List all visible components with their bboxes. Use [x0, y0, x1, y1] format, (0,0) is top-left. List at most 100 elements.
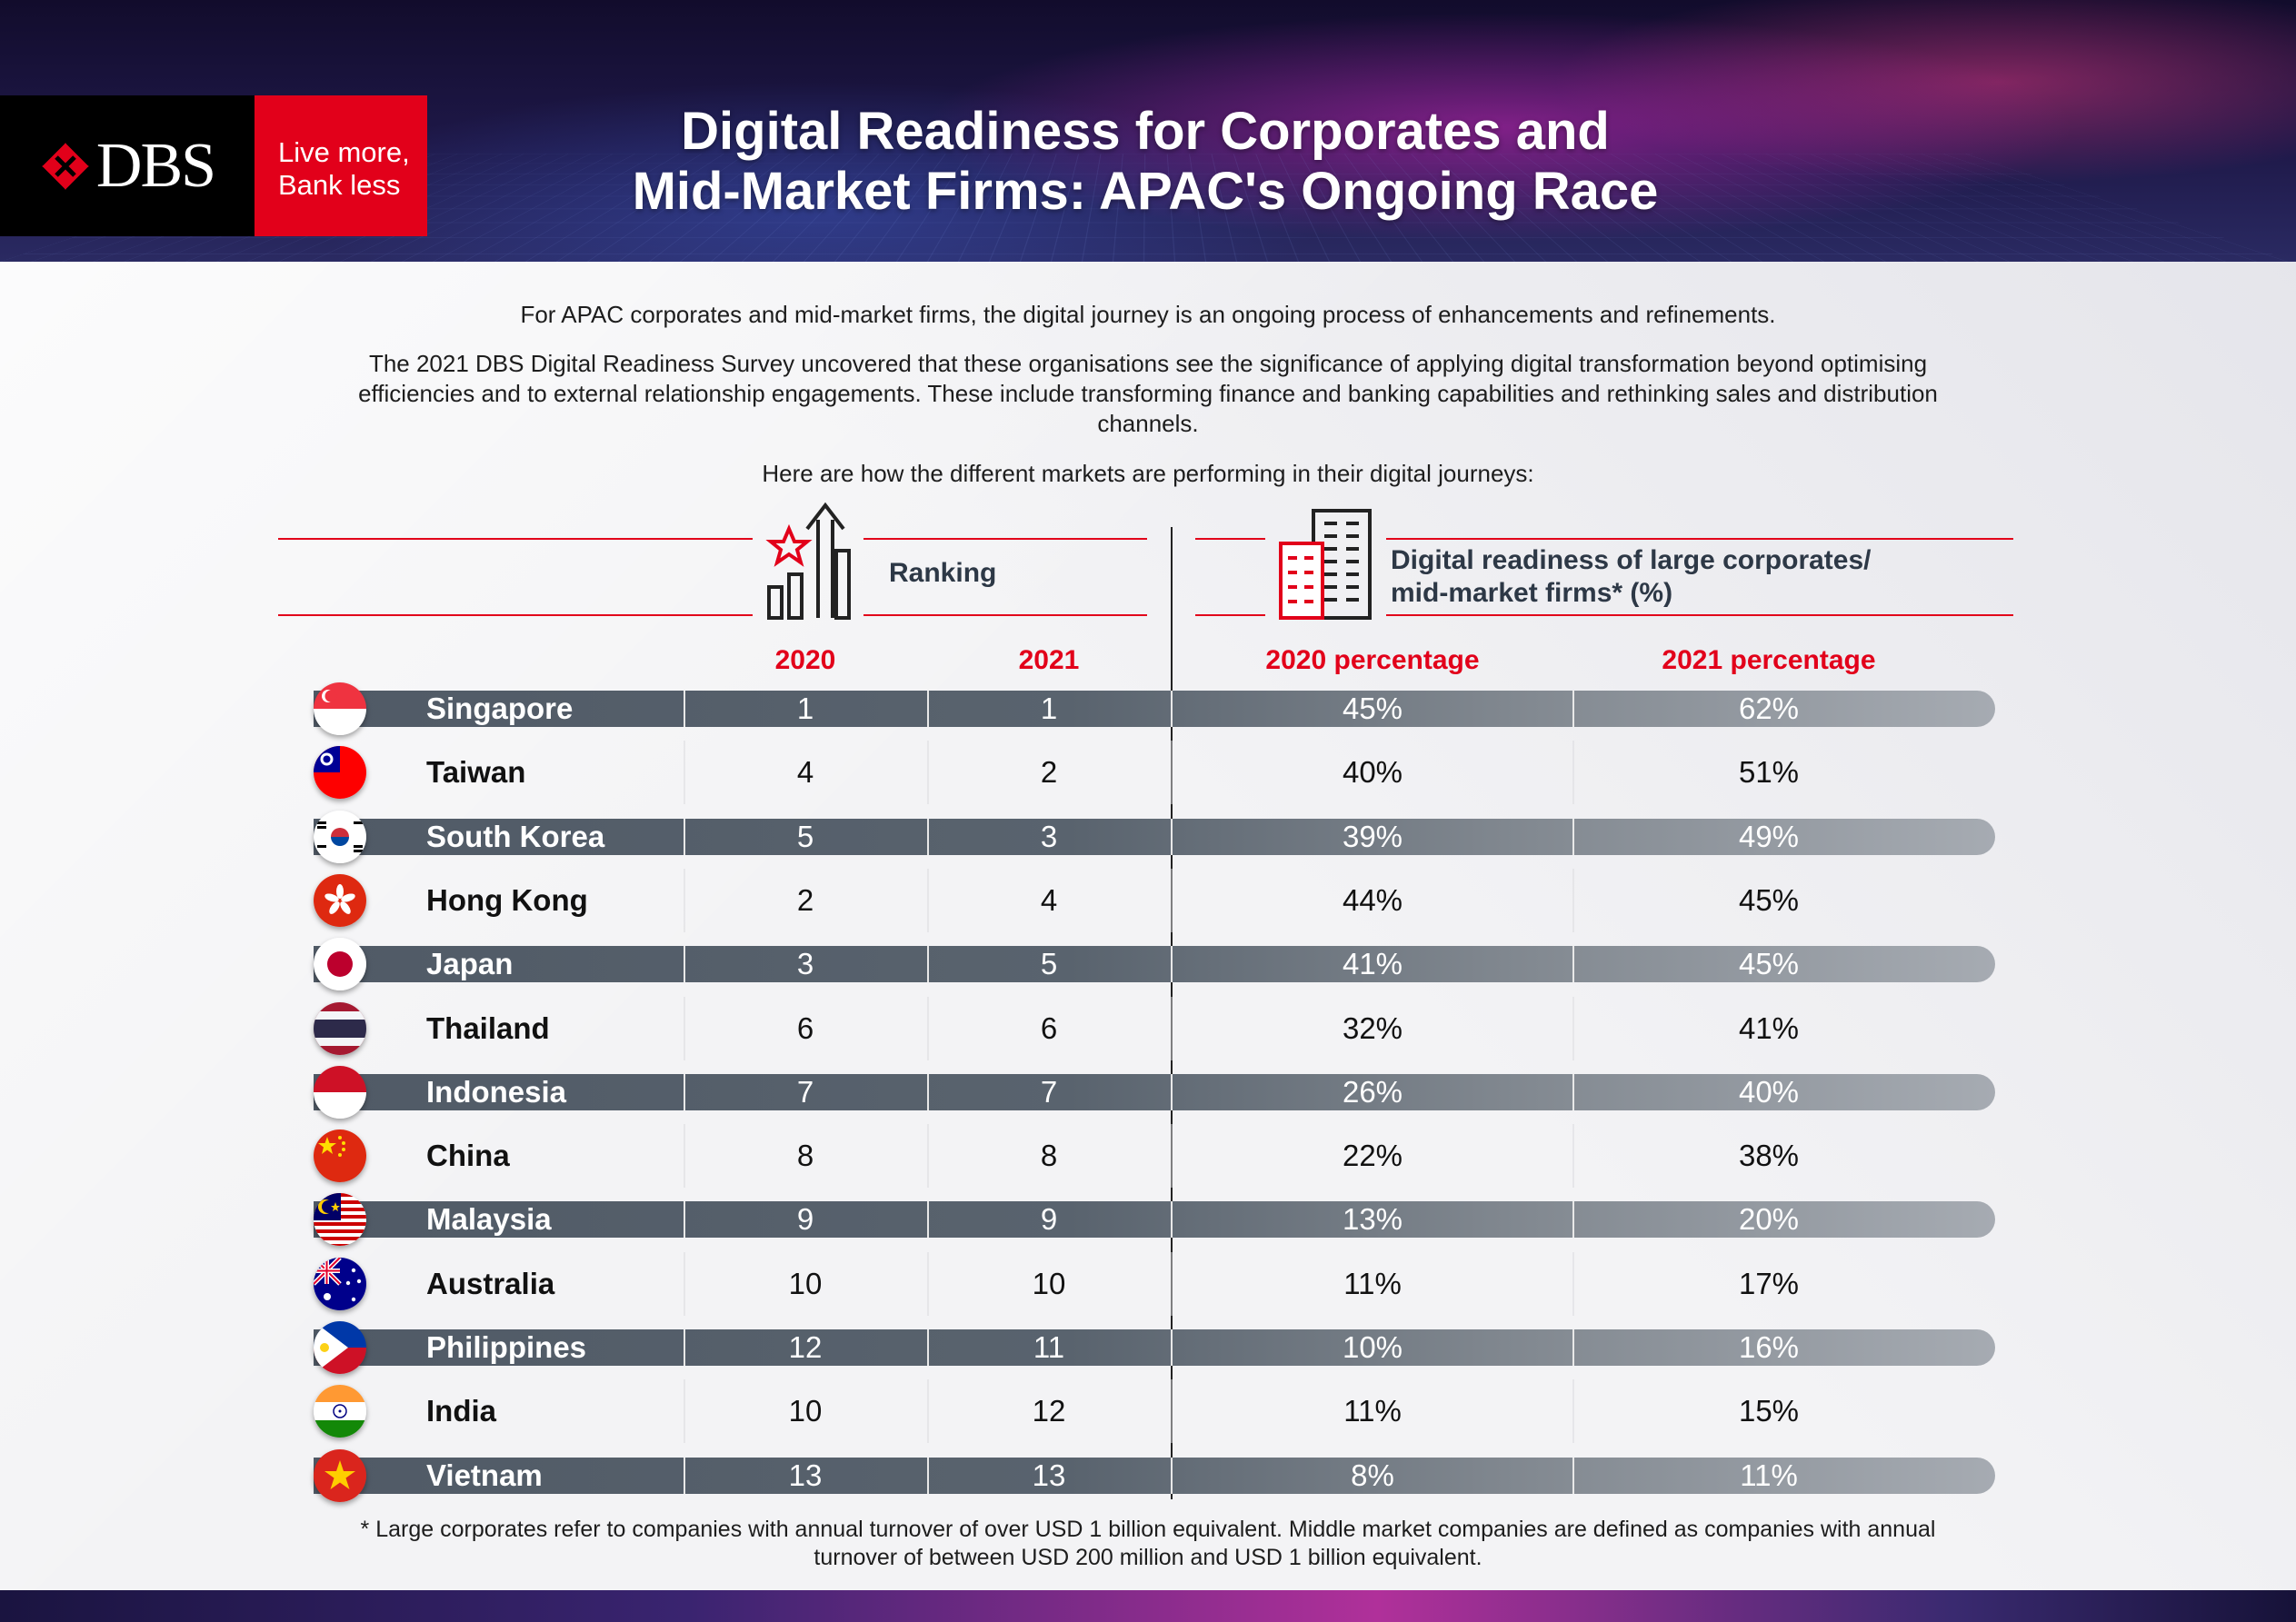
table-row: India 10 12 11% 15%	[314, 1379, 1995, 1443]
country-name: Singapore	[426, 677, 573, 741]
hong-kong-flag-icon	[314, 874, 366, 927]
rank-2021-cell: 9	[927, 1188, 1171, 1251]
table-row: Hong Kong 2 4 44% 45%	[314, 869, 1995, 932]
pct-2020-cell: 40%	[1173, 741, 1572, 804]
pct-2021-cell: 16%	[1574, 1316, 1963, 1379]
rank-2021-cell: 1	[927, 677, 1171, 741]
malaysia-flag-icon	[314, 1193, 366, 1246]
philippines-flag-icon	[314, 1321, 366, 1374]
column-header-rank-2020: 2020	[684, 645, 927, 676]
readiness-rule-bottom-left	[1195, 614, 1265, 616]
ranking-rule-bottom-left	[278, 614, 753, 616]
readiness-label-line1: Digital readiness of large corporates/	[1391, 544, 1872, 577]
rank-2020-cell: 10	[684, 1252, 927, 1316]
vietnam-flag-icon	[314, 1449, 366, 1502]
rank-2020-cell: 3	[684, 932, 927, 996]
taiwan-flag-icon	[314, 746, 366, 799]
table-row: Japan 3 5 41% 45%	[314, 932, 1995, 996]
rank-2020-cell: 6	[684, 997, 927, 1060]
country-name: Malaysia	[426, 1188, 552, 1251]
pct-2021-cell: 41%	[1574, 997, 1963, 1060]
readiness-rule-top-left	[1195, 538, 1265, 540]
table-row: Taiwan 4 2 40% 51%	[314, 741, 1995, 804]
page-title: Digital Readiness for Corporates and Mid…	[582, 102, 1709, 222]
rank-2020-cell: 4	[684, 741, 927, 804]
pct-2021-cell: 45%	[1574, 932, 1963, 996]
rank-2020-cell: 12	[684, 1316, 927, 1379]
singapore-flag-icon	[314, 682, 366, 735]
thailand-flag-icon	[314, 1002, 366, 1055]
rank-2021-cell: 3	[927, 805, 1171, 869]
south-korea-flag-icon	[314, 811, 366, 863]
pct-2021-cell: 49%	[1574, 805, 1963, 869]
country-name: South Korea	[426, 805, 604, 869]
pct-2020-cell: 22%	[1173, 1124, 1572, 1188]
pct-2021-cell: 45%	[1574, 869, 1963, 932]
indonesia-flag-icon	[314, 1066, 366, 1119]
country-name: Japan	[426, 932, 513, 996]
page-header: DBS Live more, Bank less Digital Readine…	[0, 0, 2296, 262]
table-row: Singapore 1 1 45% 62%	[314, 677, 1995, 741]
pct-2021-cell: 15%	[1574, 1379, 1963, 1443]
country-name: Vietnam	[426, 1444, 543, 1508]
country-name: Indonesia	[426, 1060, 566, 1124]
ranking-rule-bottom-right	[863, 614, 1147, 616]
footer-band	[0, 1590, 2296, 1622]
country-name: Thailand	[426, 997, 550, 1060]
country-name: Philippines	[426, 1316, 586, 1379]
readiness-rule-top-right	[1386, 538, 2013, 540]
table-row: Philippines 12 11 10% 16%	[314, 1316, 1995, 1379]
pct-2020-cell: 39%	[1173, 805, 1572, 869]
pct-2020-cell: 11%	[1173, 1379, 1572, 1443]
japan-flag-icon	[314, 938, 366, 990]
pct-2020-cell: 13%	[1173, 1188, 1572, 1251]
ranking-rule-top-left	[278, 538, 753, 540]
pct-2021-cell: 20%	[1574, 1188, 1963, 1251]
table-row: China 8 8 22% 38%	[314, 1124, 1995, 1188]
title-line2: Mid-Market Firms: APAC's Ongoing Race	[582, 162, 1709, 222]
pct-2020-cell: 41%	[1173, 932, 1572, 996]
rank-2021-cell: 5	[927, 932, 1171, 996]
table-row: Vietnam 13 13 8% 11%	[314, 1444, 1995, 1508]
pct-2020-cell: 11%	[1173, 1252, 1572, 1316]
readiness-rule-bottom-right	[1386, 614, 2013, 616]
pct-2021-cell: 38%	[1574, 1124, 1963, 1188]
rank-2020-cell: 8	[684, 1124, 927, 1188]
rank-2021-cell: 4	[927, 869, 1171, 932]
country-name: China	[426, 1124, 510, 1188]
rank-2020-cell: 5	[684, 805, 927, 869]
country-name: Hong Kong	[426, 869, 588, 932]
readiness-label-line2: mid-market firms* (%)	[1391, 577, 1872, 610]
china-flag-icon	[314, 1129, 366, 1182]
rank-2021-cell: 2	[927, 741, 1171, 804]
ranking-growth-icon	[764, 500, 854, 620]
readiness-label: Digital readiness of large corporates/ m…	[1391, 544, 1872, 610]
rank-2021-cell: 6	[927, 997, 1171, 1060]
rank-2021-cell: 13	[927, 1444, 1171, 1508]
intro-paragraph-2: The 2021 DBS Digital Readiness Survey un…	[345, 349, 1951, 439]
dbs-logo[interactable]: DBS Live more, Bank less	[0, 95, 427, 236]
ranking-rule-top-right	[863, 538, 1147, 540]
column-header-pct-2021: 2021 percentage	[1574, 645, 1963, 676]
tagline-line2: Bank less	[278, 169, 427, 202]
pct-2020-cell: 10%	[1173, 1316, 1572, 1379]
table-row: Indonesia 7 7 26% 40%	[314, 1060, 1995, 1124]
rank-2021-cell: 10	[927, 1252, 1171, 1316]
tagline-panel: Live more, Bank less	[255, 95, 427, 236]
country-name: Australia	[426, 1252, 554, 1316]
footnote: * Large corporates refer to companies wi…	[345, 1516, 1951, 1572]
title-line1: Digital Readiness for Corporates and	[582, 102, 1709, 162]
pct-2021-cell: 62%	[1574, 677, 1963, 741]
india-flag-icon	[314, 1385, 366, 1438]
pct-2020-cell: 8%	[1173, 1444, 1572, 1508]
pct-2021-cell: 17%	[1574, 1252, 1963, 1316]
australia-flag-icon	[314, 1258, 366, 1310]
rank-2021-cell: 8	[927, 1124, 1171, 1188]
rank-2020-cell: 1	[684, 677, 927, 741]
column-header-pct-2020: 2020 percentage	[1173, 645, 1572, 676]
dbs-star-icon	[40, 141, 91, 192]
pct-2020-cell: 44%	[1173, 869, 1572, 932]
pct-2021-cell: 40%	[1574, 1060, 1963, 1124]
rank-2021-cell: 12	[927, 1379, 1171, 1443]
ranking-label: Ranking	[889, 557, 996, 590]
